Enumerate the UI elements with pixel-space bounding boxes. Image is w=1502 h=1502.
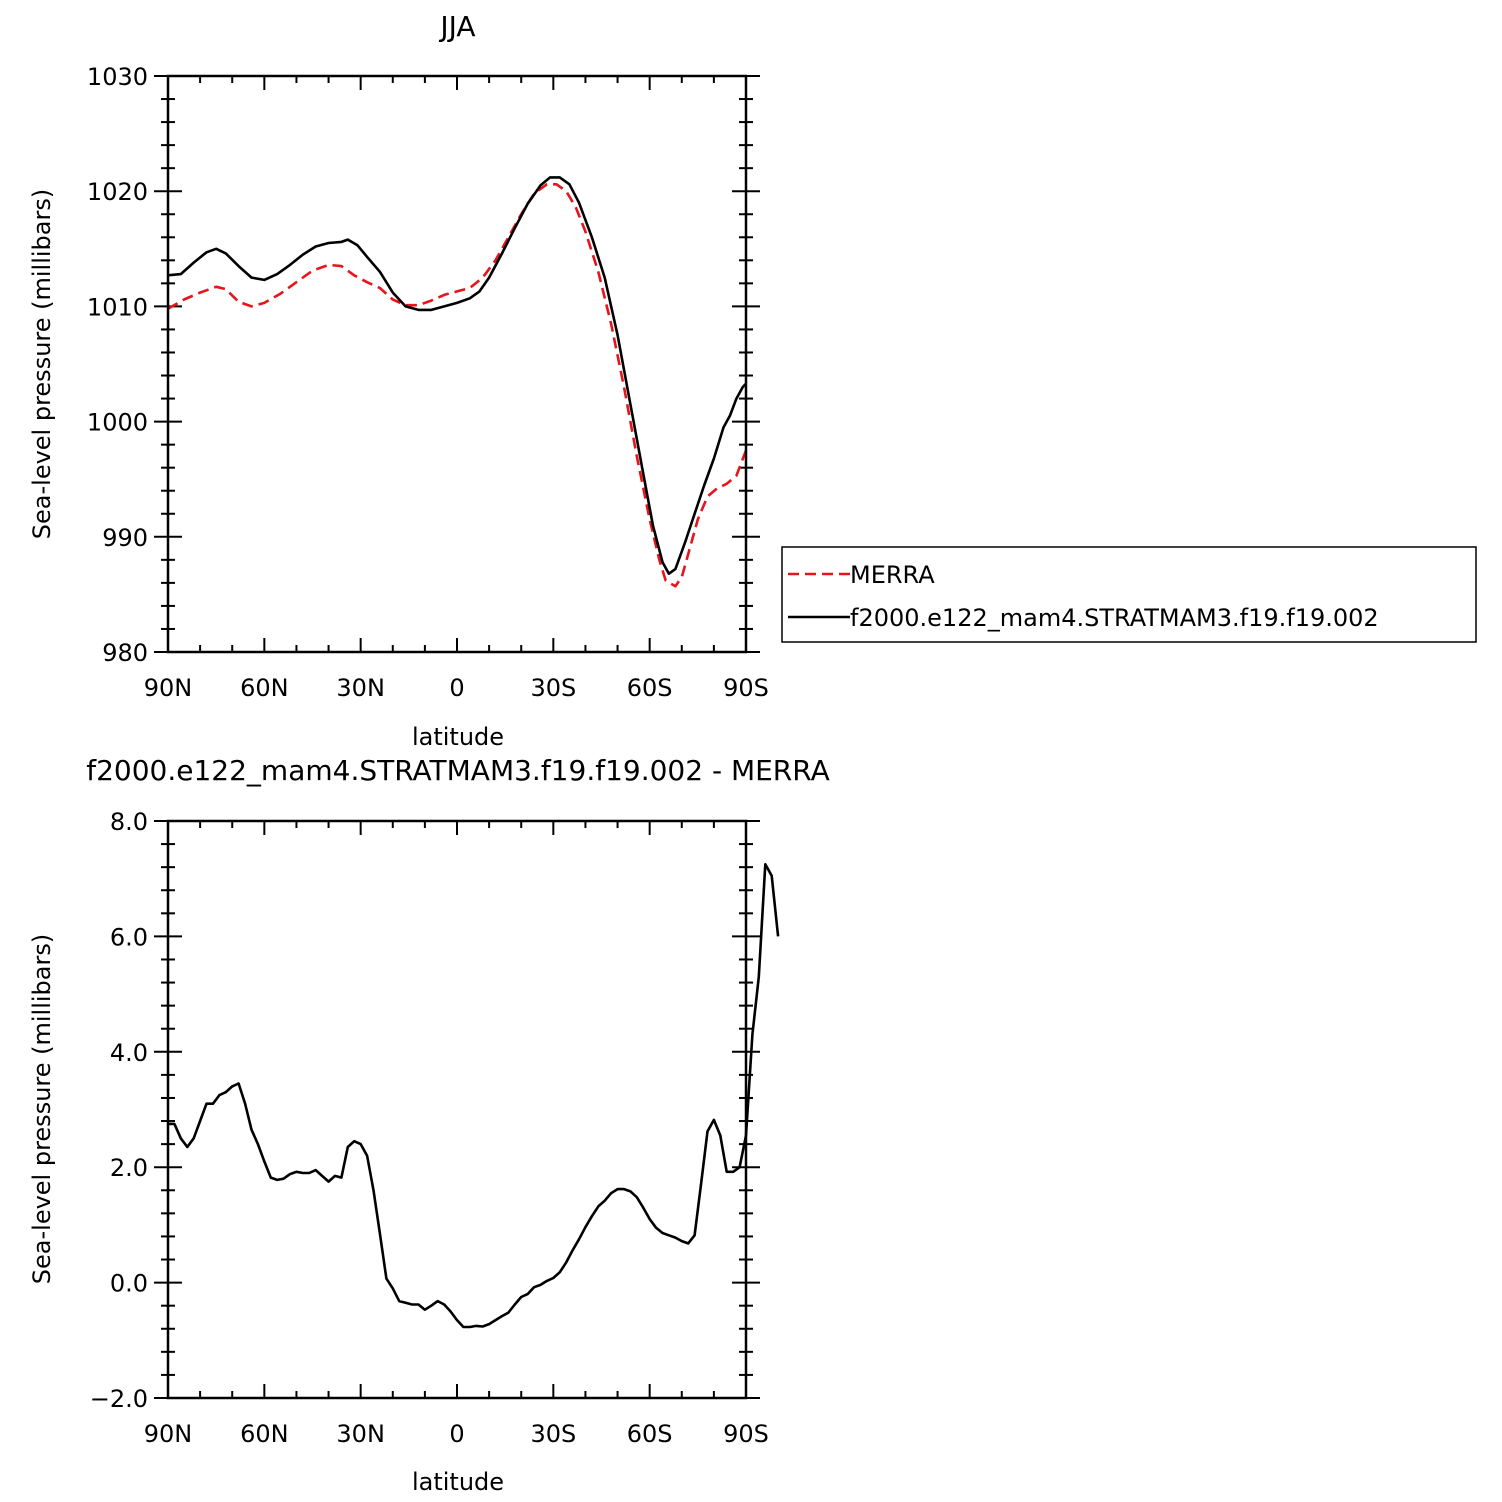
- top-x-tick-label: 90N: [144, 674, 193, 702]
- bottom-series-line-0: [168, 1082, 748, 1329]
- top-y-tick-label: 1020: [87, 178, 148, 206]
- bottom-plot-frame: [166, 819, 748, 1400]
- bottom-series-line-1: [744, 863, 780, 1136]
- top-y-tick-label: 1010: [87, 293, 148, 321]
- bottom-y-axis-label: Sea-level pressure (millibars): [28, 934, 56, 1284]
- bottom-x-tick-label: 0: [449, 1420, 464, 1448]
- bottom-y-tick-label: 0.0: [110, 1270, 148, 1298]
- top-x-tick-label: 90S: [723, 674, 769, 702]
- top-series-lines: [167, 176, 748, 588]
- top-chart-title: JJA: [438, 10, 475, 43]
- bottom-x-tick-label: 30S: [530, 1420, 576, 1448]
- bottom-y-tick-label: 4.0: [110, 1039, 148, 1067]
- bottom-x-axis-label: latitude: [412, 1468, 504, 1496]
- bottom-series-lines: [168, 863, 780, 1329]
- top-x-axis-label: latitude: [412, 723, 504, 751]
- legend-box: [781, 546, 1477, 643]
- bottom-x-tick-label: 90N: [144, 1420, 193, 1448]
- top-y-tick-label: 980: [102, 639, 148, 667]
- legend-label-merra: MERRA: [850, 561, 935, 589]
- top-y-tick-label: 1030: [87, 63, 148, 91]
- bottom-x-tick-label: 60N: [240, 1420, 289, 1448]
- bottom-y-tick-label: −2.0: [90, 1385, 148, 1413]
- bottom-panel: f2000.e122_mam4.STRATMAM3.f19.f19.002 - …: [28, 754, 830, 1496]
- legend-label-model: f2000.e122_mam4.STRATMAM3.f19.f19.002: [850, 604, 1379, 632]
- bottom-axis-ticks: 90N 60N 30N 0 30S 60S 90S −2.0 0.0 2.0 4.0 6.0 8.0: [90, 808, 769, 1448]
- bottom-chart-title: f2000.e122_mam4.STRATMAM3.f19.f19.002 - …: [86, 754, 829, 787]
- top-y-tick-label: 990: [102, 524, 148, 552]
- bottom-y-tick-label: 2.0: [110, 1154, 148, 1182]
- top-panel: JJA Sea-level pressure (millibars) latit…: [28, 10, 769, 751]
- top-x-tick-label: 60S: [627, 674, 673, 702]
- top-y-tick-label: 1000: [87, 409, 148, 437]
- top-x-tick-label: 30N: [336, 674, 385, 702]
- bottom-y-tick-label: 8.0: [110, 808, 148, 836]
- top-x-tick-label: 30S: [530, 674, 576, 702]
- top-series-line-1: [167, 176, 747, 575]
- top-x-tick-label: 0: [449, 674, 464, 702]
- top-series-line-0: [167, 183, 748, 588]
- top-y-axis-label: Sea-level pressure (millibars): [28, 189, 56, 539]
- top-plot-frame: [166, 74, 748, 654]
- legend: MERRA f2000.e122_mam4.STRATMAM3.f19.f19.…: [781, 546, 1477, 643]
- bottom-x-tick-label: 90S: [723, 1420, 769, 1448]
- bottom-x-tick-label: 60S: [627, 1420, 673, 1448]
- top-x-tick-label: 60N: [240, 674, 289, 702]
- bottom-y-tick-label: 6.0: [110, 923, 148, 951]
- top-axis-ticks: 90N 60N 30N 0 30S 60S 90S 980 990 1000 1010 1020 103…: [87, 63, 769, 702]
- bottom-x-tick-label: 30N: [336, 1420, 385, 1448]
